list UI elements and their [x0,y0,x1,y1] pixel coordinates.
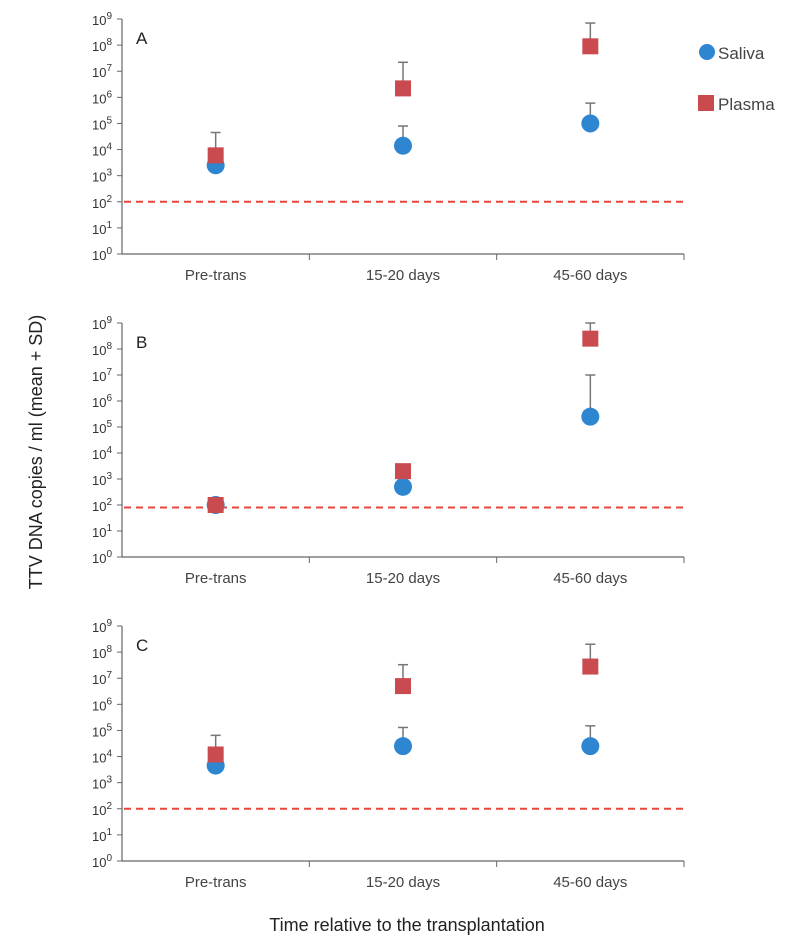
y-tick-label: 106 [92,89,112,106]
y-tick-label: 107 [92,367,112,384]
y-tick-label: 102 [92,194,112,211]
y-tick-label: 101 [92,220,112,237]
y-tick-label: 103 [92,168,112,185]
plasma-point [395,80,411,97]
plasma-point [582,330,599,347]
chart-panels: 100 101 102 103 104 105 106 107 108 109 Pre-trans 1… [92,11,685,891]
y-tick-label: 103 [92,775,112,792]
y-tick-label: 109 [92,11,112,28]
panel-b: 100 101 102 103 104 105 106 107 108 109 Pre-trans 1… [92,315,685,587]
plasma-point [395,463,411,480]
y-tick-label: 101 [92,523,112,540]
saliva-point [394,136,412,155]
saliva-point [394,477,412,496]
saliva-point [581,407,600,426]
y-tick-label: 100 [92,853,112,870]
saliva-point [394,737,412,756]
y-tick-label: 101 [92,827,112,844]
x-tick-label: 45-60 days [553,570,627,587]
legend-saliva-label: Saliva [718,44,765,63]
y-tick-label: 100 [92,549,112,566]
panel-letter: A [136,29,148,48]
x-tick-label: Pre-trans [185,874,247,891]
legend-plasma-marker [698,95,714,111]
y-tick-label: 106 [92,393,112,410]
x-tick-label: Pre-trans [185,267,247,284]
legend-plasma-label: Plasma [718,95,775,114]
x-tick-label: 45-60 days [553,874,627,891]
y-axis-title: TTV DNA copies / ml (mean + SD) [26,315,46,590]
y-tick-label: 109 [92,315,112,332]
plasma-point [207,147,224,164]
plasma-point [395,678,411,695]
panel-letter: B [136,333,147,352]
saliva-point [581,114,600,133]
y-tick-label: 107 [92,63,112,80]
x-tick-label: 15-20 days [366,570,440,587]
x-axis-title: Time relative to the transplantation [269,915,544,935]
y-tick-label: 108 [92,644,112,661]
saliva-point [581,737,600,756]
y-tick-label: 108 [92,37,112,54]
y-tick-label: 107 [92,670,112,687]
x-tick-label: Pre-trans [185,570,247,587]
panel-letter: C [136,636,148,655]
legend: Saliva Plasma [698,44,775,114]
y-tick-label: 105 [92,419,112,436]
y-tick-label: 109 [92,618,112,635]
y-tick-label: 100 [92,246,112,263]
y-tick-label: 106 [92,696,112,713]
x-tick-label: 15-20 days [366,267,440,284]
panel-c: 100 101 102 103 104 105 106 107 108 109 Pre-trans 1… [92,618,685,891]
y-tick-label: 105 [92,115,112,132]
y-tick-label: 104 [92,142,112,159]
plasma-point [207,497,224,513]
plasma-point [207,746,224,763]
panel-a: 100 101 102 103 104 105 106 107 108 109 Pre-trans 1… [92,11,685,284]
y-tick-label: 104 [92,445,112,462]
y-tick-label: 104 [92,749,112,766]
legend-saliva-marker [699,44,715,60]
y-tick-label: 103 [92,471,112,488]
plasma-point [582,38,599,55]
y-tick-label: 108 [92,341,112,358]
y-tick-label: 105 [92,722,112,739]
y-tick-label: 102 [92,497,112,514]
y-tick-label: 102 [92,801,112,818]
plasma-point [582,658,599,675]
x-tick-label: 45-60 days [553,267,627,284]
x-tick-label: 15-20 days [366,874,440,891]
